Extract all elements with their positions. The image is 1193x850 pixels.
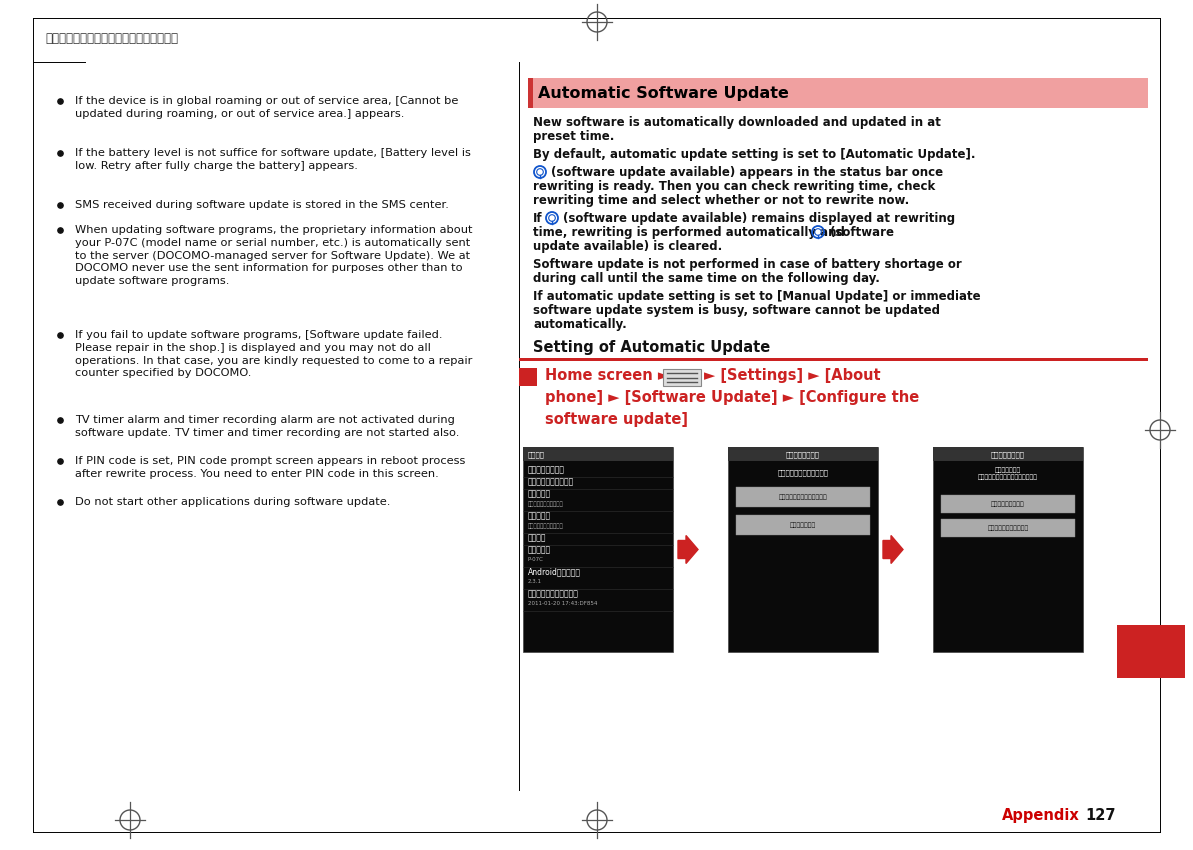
Text: (software: (software bbox=[830, 226, 894, 239]
Text: 2011-01-20 17:43:DF854: 2011-01-20 17:43:DF854 bbox=[528, 601, 598, 606]
Bar bbox=[523, 447, 673, 652]
Text: 自動で更新を行う。: 自動で更新を行う。 bbox=[991, 502, 1025, 507]
Bar bbox=[728, 447, 878, 652]
Text: automatically.: automatically. bbox=[533, 318, 626, 331]
Text: If PIN code is set, PIN code prompt screen appears in reboot process
after rewri: If PIN code is set, PIN code prompt scre… bbox=[75, 456, 465, 479]
Text: rewriting is ready. Then you can check rewriting time, check: rewriting is ready. Then you can check r… bbox=[533, 180, 935, 193]
Text: 1: 1 bbox=[523, 370, 533, 384]
Text: 機能バージョンアップ: 機能バージョンアップ bbox=[528, 477, 574, 486]
Text: 法的情報: 法的情報 bbox=[528, 533, 546, 542]
Bar bbox=[736, 515, 870, 535]
FancyArrow shape bbox=[678, 536, 698, 564]
Text: ２０１１年５月１２日　午後１０時３４分: ２０１１年５月１２日 午後１０時３４分 bbox=[45, 32, 178, 45]
Bar bbox=[663, 369, 701, 386]
Text: software update]: software update] bbox=[545, 412, 688, 427]
Bar bbox=[528, 78, 533, 108]
Text: New software is automatically downloaded and updated in at: New software is automatically downloaded… bbox=[533, 116, 941, 129]
Text: Setting of Automatic Update: Setting of Automatic Update bbox=[533, 340, 771, 355]
Text: preset time.: preset time. bbox=[533, 130, 614, 143]
Text: ソフトウェア更新: ソフトウェア更新 bbox=[991, 451, 1025, 457]
Text: rewriting time and select whether or not to rewrite now.: rewriting time and select whether or not… bbox=[533, 194, 909, 207]
Text: 127: 127 bbox=[1084, 808, 1115, 823]
Text: If the device is in global roaming or out of service area, [Cannot be
updated du: If the device is in global roaming or ou… bbox=[75, 96, 458, 119]
Text: By default, automatic update setting is set to [Automatic Update].: By default, automatic update setting is … bbox=[533, 148, 976, 161]
Bar bbox=[519, 358, 1148, 360]
Text: TV timer alarm and timer recording alarm are not activated during
software updat: TV timer alarm and timer recording alarm… bbox=[75, 415, 459, 438]
Bar bbox=[941, 495, 1075, 513]
Text: 自動更新の設定
翁日の設定日時前後書き換えます。: 自動更新の設定 翁日の設定日時前後書き換えます。 bbox=[978, 467, 1038, 479]
Text: 電池使用量: 電池使用量 bbox=[528, 511, 551, 520]
Text: 端末の状態: 端末の状態 bbox=[528, 489, 551, 498]
Bar bbox=[933, 447, 1083, 461]
Text: ソフトウェア更新: ソフトウェア更新 bbox=[528, 465, 565, 474]
Text: 電話番号、電波状態など: 電話番号、電波状態など bbox=[528, 501, 564, 507]
Text: Automatic Software Update: Automatic Software Update bbox=[538, 86, 789, 100]
Bar bbox=[736, 487, 870, 507]
Text: If: If bbox=[533, 212, 543, 225]
Bar bbox=[933, 447, 1083, 652]
Text: time, rewriting is performed automatically and: time, rewriting is performed automatical… bbox=[533, 226, 845, 239]
FancyArrow shape bbox=[883, 536, 903, 564]
Text: ► [Settings] ► [About: ► [Settings] ► [About bbox=[704, 368, 880, 383]
Text: ソフトウェア更新設定の変更: ソフトウェア更新設定の変更 bbox=[779, 494, 828, 500]
Text: If automatic update setting is set to [Manual Update] or immediate: If automatic update setting is set to [M… bbox=[533, 290, 981, 303]
Text: 電池を使用している操作: 電池を使用している操作 bbox=[528, 523, 564, 529]
Text: 2.3.1: 2.3.1 bbox=[528, 579, 542, 584]
Text: When updating software programs, the proprietary information about
your P-07C (m: When updating software programs, the pro… bbox=[75, 225, 472, 286]
Bar bbox=[519, 368, 537, 386]
Text: If the battery level is not suffice for software update, [Battery level is
low. : If the battery level is not suffice for … bbox=[75, 148, 471, 171]
Text: (software update available) remains displayed at rewriting: (software update available) remains disp… bbox=[563, 212, 956, 225]
Text: Software update is not performed in case of battery shortage or: Software update is not performed in case… bbox=[533, 258, 962, 271]
Bar bbox=[941, 519, 1075, 537]
Text: 動作を選択してください。: 動作を選択してください。 bbox=[778, 469, 828, 476]
Bar bbox=[528, 78, 1148, 108]
Text: 更新を確認する: 更新を確認する bbox=[790, 522, 816, 528]
Text: Do not start other applications during software update.: Do not start other applications during s… bbox=[75, 497, 390, 507]
Text: Androidバージョン: Androidバージョン bbox=[528, 567, 581, 576]
Text: ベースバンドバージョン: ベースバンドバージョン bbox=[528, 589, 579, 598]
Bar bbox=[523, 447, 673, 461]
Text: If you fail to update software programs, [Software update failed.
Please repair : If you fail to update software programs,… bbox=[75, 330, 472, 378]
Text: モデル番号: モデル番号 bbox=[528, 545, 551, 554]
Text: SMS received during software update is stored in the SMS center.: SMS received during software update is s… bbox=[75, 200, 449, 210]
Text: during call until the same time on the following day.: during call until the same time on the f… bbox=[533, 272, 880, 285]
Bar bbox=[728, 447, 878, 461]
Text: ソフトウェア更新: ソフトウェア更新 bbox=[786, 451, 820, 457]
Text: Home screen ►: Home screen ► bbox=[545, 368, 669, 383]
Text: phone] ► [Software Update] ► [Configure the: phone] ► [Software Update] ► [Configure … bbox=[545, 390, 920, 405]
Text: (software update available) appears in the status bar once: (software update available) appears in t… bbox=[551, 166, 944, 179]
Text: P-07C: P-07C bbox=[528, 557, 544, 562]
Text: update available) is cleared.: update available) is cleared. bbox=[533, 240, 722, 253]
Bar bbox=[1117, 625, 1185, 678]
Text: Appendix: Appendix bbox=[1002, 808, 1080, 823]
Text: 自動で更新を行わない。: 自動で更新を行わない。 bbox=[988, 525, 1028, 530]
Text: 設定情報: 設定情報 bbox=[528, 451, 545, 457]
Text: software update system is busy, software cannot be updated: software update system is busy, software… bbox=[533, 304, 940, 317]
